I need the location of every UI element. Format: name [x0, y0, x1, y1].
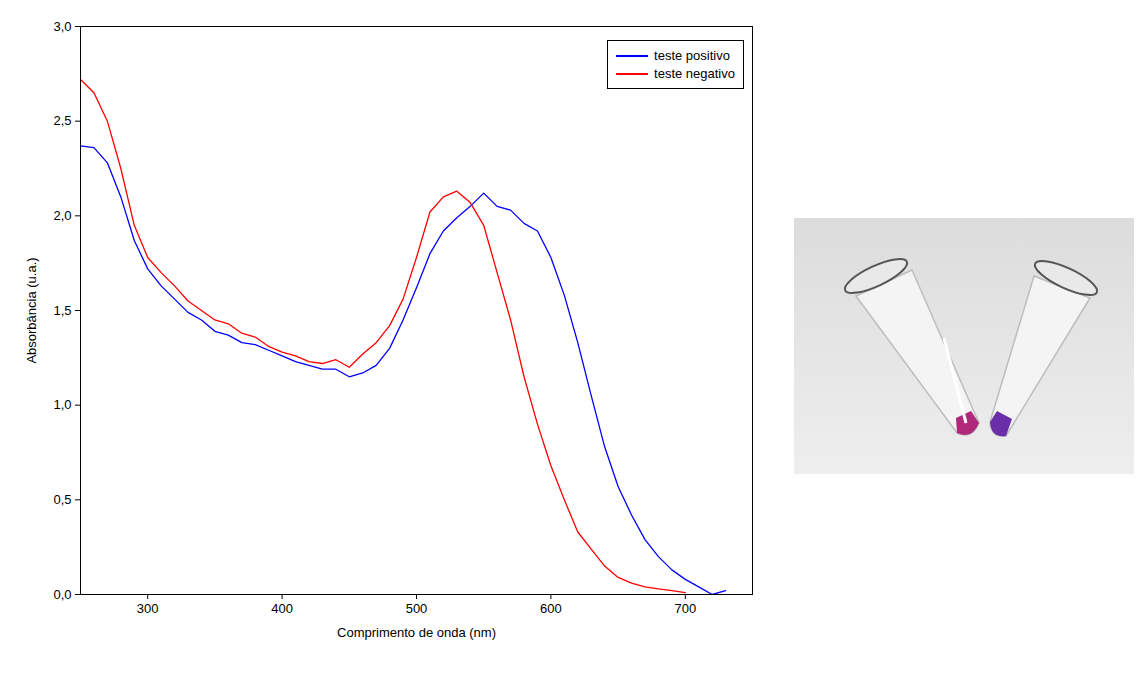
svg-text:300: 300 [137, 601, 159, 616]
svg-text:Absorbância (u.a.): Absorbância (u.a.) [24, 257, 39, 363]
svg-text:3,0: 3,0 [53, 19, 71, 34]
html-text:teste positivo: teste positivo [654, 48, 730, 63]
svg-text:0,5: 0,5 [53, 492, 71, 507]
svg-text:1,5: 1,5 [53, 303, 71, 318]
svg-text:Comprimento de onda (nm): Comprimento de onda (nm) [337, 625, 496, 640]
svg-text:600: 600 [540, 601, 562, 616]
svg-text:1,0: 1,0 [53, 397, 71, 412]
svg-text:400: 400 [271, 601, 293, 616]
svg-text:0,0: 0,0 [53, 587, 71, 602]
svg-text:2,0: 2,0 [53, 208, 71, 223]
svg-text:2,5: 2,5 [53, 113, 71, 128]
svg-text:500: 500 [406, 601, 428, 616]
svg-text:700: 700 [674, 601, 696, 616]
html-text:teste negativo: teste negativo [654, 66, 735, 81]
